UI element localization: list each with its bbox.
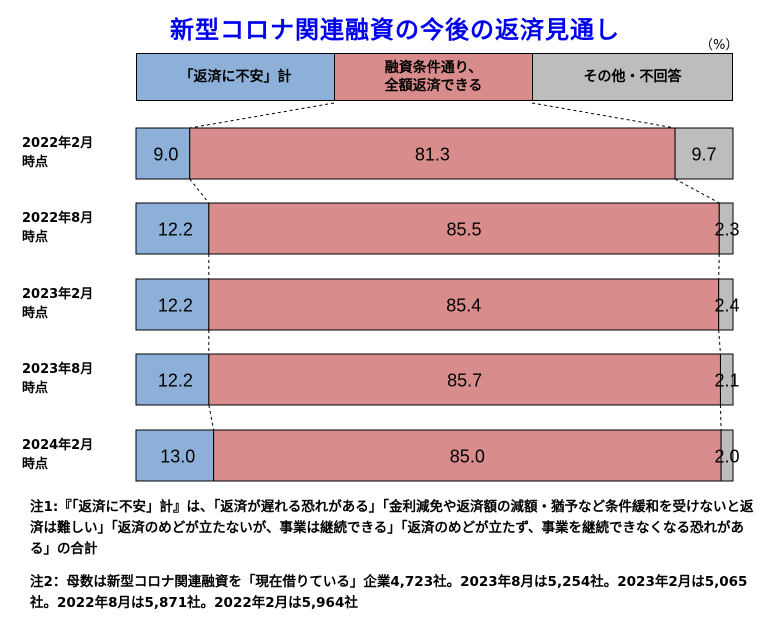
category-label: 2022年2月時点: [22, 135, 93, 170]
legend-other: その他・不回答: [532, 53, 733, 101]
value-label: 85.0: [450, 447, 485, 467]
footnote-2: 注2：母数は新型コロナ関連融資を「現在借りている」企業4,723社。2023年8…: [30, 574, 748, 611]
value-label: 2.4: [714, 296, 739, 316]
legend: 「返済に不安」計 融資条件通り、 全額返済できる その他・不回答: [136, 53, 733, 103]
legend-full-label-line2: 全額返済できる: [384, 78, 483, 94]
value-label: 81.3: [415, 145, 450, 165]
connector-line: [208, 404, 215, 431]
bar-other: [720, 429, 734, 482]
legend-other-label: その他・不回答: [583, 69, 682, 85]
value-label: 2.1: [714, 371, 739, 391]
value-label: 2.0: [714, 447, 739, 467]
unit-label: （%）: [700, 38, 739, 53]
category-label: 2024年2月時点: [22, 437, 93, 472]
chart-title: 新型コロナ関連融資の今後の返済見通し: [170, 16, 620, 44]
bar-full: [208, 202, 720, 255]
stacked-bar-chart: 2022年2月時点 9.0 81.3 9.7 2022年8月時点 12.2 85.5 2.3 2…: [22, 102, 740, 482]
connector-line: [719, 404, 722, 431]
value-label: 85.7: [447, 371, 482, 391]
bar-full: [189, 127, 676, 180]
legend-anxiety-label: 「返済に不安」計: [179, 69, 292, 85]
connector-line: [718, 253, 720, 280]
value-label: 9.7: [692, 145, 717, 165]
legend-full-repayment: 融資条件通り、 全額返済できる: [334, 53, 533, 101]
connector-line: [189, 178, 210, 204]
category-label: 2022年8月時点: [22, 210, 93, 245]
connector-line: [531, 102, 676, 129]
bar-anxiety: [135, 278, 210, 331]
value-label: 85.4: [446, 296, 481, 316]
bar-other: [719, 353, 734, 406]
value-label: 2.3: [714, 220, 739, 240]
value-label: 12.2: [158, 371, 193, 391]
category-label: 2023年8月時点: [22, 361, 93, 396]
legend-full-label-line1: 融資条件通り、: [384, 60, 483, 76]
footnote-1: 注1:『「返済に不安」計』は、「返済が遅れる恐れがある」「金利減免や返済額の減額…: [30, 499, 754, 557]
value-label: 12.2: [158, 296, 193, 316]
value-label: 13.0: [160, 447, 195, 467]
bar-anxiety: [135, 127, 191, 180]
bar-full: [208, 278, 720, 331]
connector-line: [674, 178, 720, 204]
value-label: 85.5: [447, 220, 482, 240]
connector-line: [189, 102, 335, 129]
connector-line: [718, 329, 721, 355]
bar-other: [718, 202, 734, 255]
category-label: 2023年2月時点: [22, 286, 93, 321]
bar-full: [213, 429, 722, 482]
bar-other: [674, 127, 734, 180]
bar-other: [718, 278, 734, 331]
bar-full: [208, 353, 721, 406]
bar-anxiety: [135, 429, 215, 482]
value-label: 12.2: [158, 220, 193, 240]
value-label: 9.0: [153, 145, 178, 165]
legend-anxiety: 「返済に不安」計: [136, 53, 335, 101]
